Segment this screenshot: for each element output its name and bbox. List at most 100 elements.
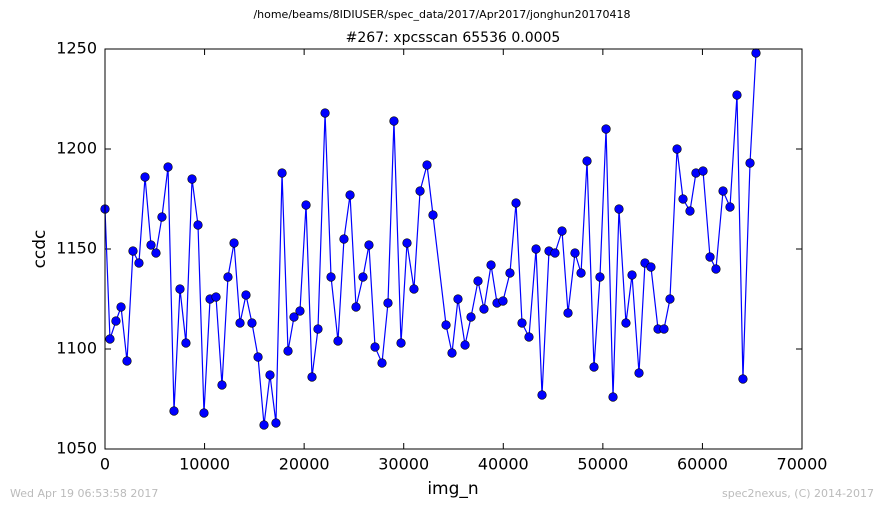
data-point [627,270,637,280]
data-point [175,284,185,294]
data-point [241,290,251,300]
data-point [665,294,675,304]
data-point [498,296,508,306]
series-line [104,52,757,426]
data-point [402,238,412,248]
data-point [718,186,728,196]
data-point [283,346,293,356]
data-point [537,390,547,400]
data-point [589,362,599,372]
data-point [116,302,126,312]
data-point [486,260,496,270]
data-point [705,252,715,262]
data-point [738,374,748,384]
data-point [259,420,269,430]
data-point [608,392,618,402]
data-point [307,372,317,382]
data-point [211,292,221,302]
data-point [235,318,245,328]
data-point [339,234,349,244]
data-point [128,246,138,256]
data-point [229,238,239,248]
data-point [181,338,191,348]
data-point [473,276,483,286]
data-point [169,406,179,416]
data-point [441,320,451,330]
data-point [447,348,457,358]
data-point [223,272,233,282]
data-point [422,160,432,170]
header: /home/beams/8IDIUSER/spec_data/2017/Apr2… [253,8,630,21]
data-point [732,90,742,100]
data-point [396,338,406,348]
data-point [685,206,695,216]
data-point [358,272,368,282]
data-point [301,200,311,210]
data-point [601,124,611,134]
data-point [595,272,605,282]
data-point [698,166,708,176]
data-point [415,186,425,196]
data-point [646,262,656,272]
data-point [745,158,755,168]
data-point [563,308,573,318]
data-point [193,220,203,230]
data-point [271,418,281,428]
data-point [111,316,121,326]
y-tick-label: 1250 [56,39,97,58]
data-point [333,336,343,346]
data-point [389,116,399,126]
y-axis-label: ccdc [30,230,50,269]
x-tick-label: 50000 [577,455,628,474]
data-point [295,306,305,316]
data-point [151,248,161,258]
footer-right: spec2nexus, (C) 2014-2017 [722,487,874,500]
x-tick-label: 40000 [478,455,529,474]
y-tick-label: 1150 [56,239,97,258]
data-point [163,162,173,172]
y-tick-label: 1050 [56,439,97,458]
data-point [265,370,275,380]
data-point [122,356,132,366]
data-point [428,210,438,220]
x-axis-label: img_n [427,479,478,499]
data-point [466,312,476,322]
x-tick-label: 60000 [677,455,728,474]
data-point [105,334,115,344]
chart-title: #267: xpcsscan 65536 0.0005 [346,30,561,46]
data-point [247,318,257,328]
data-point [751,48,761,58]
data-point [157,212,167,222]
data-point [146,240,156,250]
x-tick-label: 30000 [378,455,429,474]
data-point [345,190,355,200]
data-point [725,202,735,212]
data-point [505,268,515,278]
data-point [672,144,682,154]
data-point [659,324,669,334]
data-point [320,108,330,118]
x-tick-label: 70000 [777,455,828,474]
y-tick-label: 1200 [56,139,97,158]
data-point [377,358,387,368]
y-tick-label: 1100 [56,339,97,358]
data-point [711,264,721,274]
x-tick-label: 20000 [279,455,330,474]
data-point [351,302,361,312]
data-point [289,312,299,322]
data-point [517,318,527,328]
data-point [134,258,144,268]
data-point [582,156,592,166]
plot-frame [104,48,803,450]
data-point [364,240,374,250]
data-point [370,342,380,352]
x-tick-label: 0 [100,455,110,474]
data-point [277,168,287,178]
data-point [479,304,489,314]
data-point [621,318,631,328]
data-point [187,174,197,184]
data-point [531,244,541,254]
data-point [557,226,567,236]
